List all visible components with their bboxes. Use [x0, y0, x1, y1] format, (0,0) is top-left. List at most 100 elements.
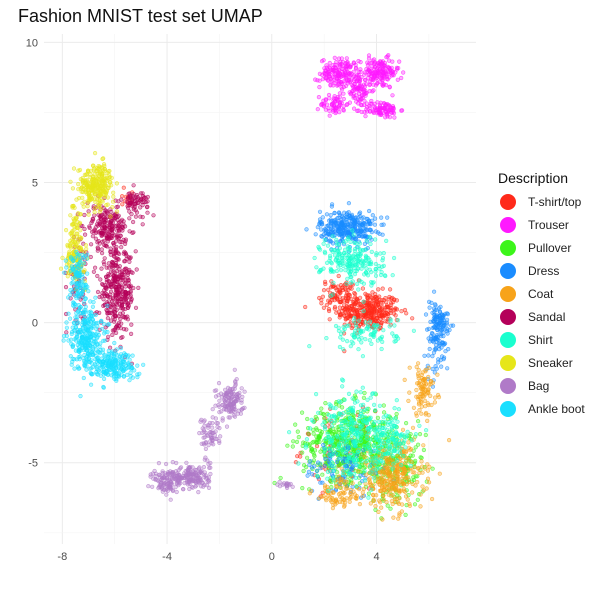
data-point — [317, 209, 323, 214]
data-point — [381, 308, 386, 313]
data-point — [380, 517, 385, 522]
data-point — [395, 481, 401, 487]
data-point — [114, 209, 120, 214]
data-point — [82, 199, 87, 204]
data-point — [150, 484, 155, 489]
data-point — [322, 419, 327, 424]
data-point — [333, 110, 338, 116]
data-point — [127, 216, 132, 221]
data-point — [324, 336, 329, 341]
data-point — [213, 403, 218, 408]
data-point — [339, 56, 344, 61]
data-point — [361, 299, 366, 304]
data-point — [60, 255, 65, 261]
data-point — [322, 483, 328, 488]
data-point — [312, 448, 318, 453]
data-point — [375, 415, 381, 421]
data-point — [344, 56, 349, 61]
data-point — [423, 368, 428, 373]
data-point — [362, 414, 368, 419]
data-point — [379, 419, 384, 424]
data-point — [162, 487, 167, 493]
data-point — [350, 228, 355, 233]
data-point — [355, 281, 360, 287]
data-point — [95, 289, 101, 295]
data-point — [332, 55, 337, 61]
data-point — [357, 337, 362, 342]
data-point — [354, 241, 359, 246]
data-point — [342, 443, 347, 448]
data-point — [93, 236, 98, 241]
data-point — [78, 245, 83, 250]
data-point — [391, 299, 396, 305]
data-point — [226, 389, 231, 395]
data-point — [403, 489, 408, 494]
data-point — [427, 305, 432, 310]
data-point — [239, 386, 244, 391]
data-point — [427, 346, 432, 352]
data-point — [368, 241, 373, 247]
data-point — [345, 214, 350, 219]
data-point — [63, 228, 69, 233]
data-point — [377, 104, 383, 109]
data-point — [127, 193, 133, 198]
data-point — [383, 296, 388, 301]
data-point — [371, 88, 376, 93]
data-point — [416, 419, 421, 424]
data-point — [376, 324, 381, 329]
data-point — [368, 227, 374, 233]
data-point — [209, 430, 214, 435]
data-point — [348, 262, 353, 267]
data-point — [295, 454, 300, 459]
data-point — [82, 232, 88, 237]
data-point — [373, 267, 378, 272]
data-point — [418, 492, 423, 497]
data-point — [340, 66, 345, 71]
data-point — [380, 442, 385, 448]
data-point — [67, 249, 72, 254]
data-point — [336, 264, 341, 269]
data-point — [410, 481, 415, 487]
data-point — [306, 431, 311, 436]
data-point — [334, 59, 339, 65]
data-point — [131, 183, 136, 188]
data-point — [392, 323, 397, 328]
data-point — [338, 288, 343, 293]
data-point — [331, 98, 336, 103]
data-point — [366, 431, 371, 436]
data-point — [334, 220, 339, 225]
data-point — [337, 295, 342, 300]
data-point — [107, 220, 112, 225]
data-point — [92, 206, 97, 211]
data-point — [428, 393, 433, 399]
data-point — [363, 478, 368, 483]
data-point — [392, 115, 397, 120]
data-point — [122, 270, 127, 275]
data-point — [331, 478, 336, 483]
data-point — [111, 277, 116, 282]
data-point — [85, 191, 90, 197]
data-point — [228, 396, 233, 401]
data-point — [430, 325, 436, 331]
data-point — [373, 504, 378, 509]
data-point — [417, 423, 422, 428]
data-point — [366, 293, 371, 298]
data-point — [101, 162, 107, 167]
data-point — [216, 381, 222, 386]
data-point — [397, 59, 402, 64]
data-point — [111, 302, 117, 307]
data-point — [425, 418, 430, 424]
data-point — [164, 492, 169, 497]
data-point — [120, 228, 125, 233]
data-point — [358, 330, 363, 335]
data-point — [322, 453, 327, 458]
data-point — [343, 419, 348, 424]
data-point — [350, 89, 355, 94]
data-point — [386, 53, 391, 58]
data-point — [400, 502, 405, 507]
data-point — [390, 273, 395, 278]
data-point — [361, 221, 366, 226]
data-point — [338, 268, 344, 273]
data-point — [392, 445, 397, 450]
data-point — [307, 344, 312, 349]
